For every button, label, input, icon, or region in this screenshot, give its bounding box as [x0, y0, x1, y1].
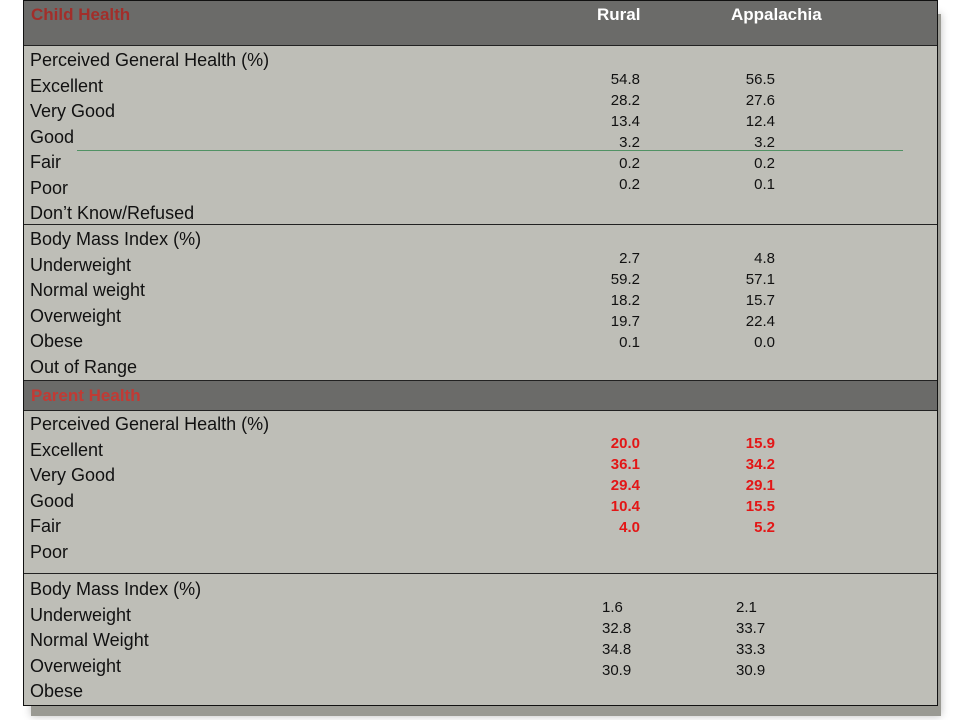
row-label: Don’t Know/Refused [30, 203, 195, 223]
row-label: Overweight [30, 305, 122, 326]
table-cell: 10.4 [610, 498, 640, 515]
table-cell: 4.0 [619, 519, 640, 536]
table-cell: 36.1 [610, 456, 640, 473]
child-bmi-labels: Body Mass Index (%) Underweight Normal w… [30, 227, 550, 380]
parent-health-title: Parent Health [31, 386, 141, 405]
row-label: Very Good [30, 465, 116, 485]
section-divider [24, 573, 937, 574]
table-cell: 34.2 [745, 456, 775, 473]
child-bmi-heading: Body Mass Index (%) [30, 229, 202, 249]
table-cell: 15.7 [745, 292, 775, 309]
parent-general-health-rural-values: 20.0 36.1 29.4 10.4 4.0 [594, 433, 640, 538]
section-divider [24, 224, 937, 225]
table-cell: 1.6 [602, 599, 623, 616]
row-label: Out of Range [30, 356, 138, 377]
row-label: Excellent [30, 75, 104, 96]
table-cell: 30.9 [602, 662, 632, 679]
table-cell: 19.7 [610, 313, 640, 330]
parent-bmi-heading: Body Mass Index (%) [30, 579, 202, 599]
table-cell: 22.4 [745, 313, 775, 330]
child-health-header: Child Health Rural Appalachia [24, 1, 937, 46]
green-horizontal-rule [77, 150, 903, 151]
child-general-health-heading: Perceived General Health (%) [30, 50, 270, 70]
table-cell: 29.4 [610, 477, 640, 494]
table-cell: 28.2 [610, 92, 640, 109]
health-comparison-table: Child Health Rural Appalachia Perceived … [23, 0, 938, 706]
appalachia-column-header: Appalachia [731, 5, 822, 24]
row-label: Good [30, 126, 75, 147]
table-cell: 12.4 [745, 113, 775, 130]
row-label: Fair [30, 152, 61, 172]
row-label: Underweight [30, 604, 132, 625]
row-label: Normal weight [30, 280, 146, 300]
table-cell: 5.2 [754, 519, 775, 536]
table-cell: 3.2 [754, 134, 775, 151]
table-cell: 32.8 [602, 620, 632, 637]
table-cell: 59.2 [610, 271, 640, 288]
child-general-health-rural-values: 54.8 28.2 13.4 3.2 0.2 0.2 [594, 69, 640, 195]
parent-bmi-rural-values: 1.6 32.8 34.8 30.9 [602, 597, 648, 681]
table-cell: 0.2 [754, 155, 775, 172]
table-cell: 27.6 [745, 92, 775, 109]
parent-health-header: Parent Health [24, 380, 937, 411]
child-bmi-appalachia-values: 4.8 57.1 15.7 22.4 0.0 [729, 248, 775, 353]
parent-bmi-appalachia-values: 2.1 33.7 33.3 30.9 [736, 597, 782, 681]
rural-column-header: Rural [597, 5, 641, 24]
table-cell: 4.8 [754, 250, 775, 267]
child-general-health-labels: Perceived General Health (%) Excellent V… [30, 48, 550, 227]
row-label: Poor [30, 177, 69, 198]
table-cell: 56.5 [745, 71, 775, 88]
table-cell: 57.1 [745, 271, 775, 288]
row-label: Good [30, 490, 75, 511]
child-bmi-rural-values: 2.7 59.2 18.2 19.7 0.1 [594, 248, 640, 353]
table-cell: 0.2 [619, 155, 640, 172]
row-label: Poor [30, 541, 69, 562]
table-cell: 29.1 [745, 477, 775, 494]
table-cell: 0.0 [754, 334, 775, 351]
table-cell: 15.9 [745, 435, 775, 452]
table-cell: 18.2 [610, 292, 640, 309]
table-cell: 13.4 [610, 113, 640, 130]
table-cell: 0.2 [619, 176, 640, 193]
parent-bmi-labels: Body Mass Index (%) Underweight Normal W… [30, 577, 550, 705]
row-label: Normal Weight [30, 630, 149, 650]
table-cell: 0.1 [754, 176, 775, 193]
table-cell: 3.2 [619, 134, 640, 151]
table-cell: 2.1 [736, 599, 757, 616]
table-cell: 34.8 [602, 641, 632, 658]
child-general-health-appalachia-values: 56.5 27.6 12.4 3.2 0.2 0.1 [729, 69, 775, 195]
row-label: Underweight [30, 254, 132, 275]
table-cell: 33.7 [736, 620, 766, 637]
row-label: Excellent [30, 439, 104, 460]
child-health-title: Child Health [31, 5, 131, 24]
row-label: Obese [30, 331, 84, 351]
table-cell: 0.1 [619, 334, 640, 351]
table-cell: 54.8 [610, 71, 640, 88]
row-label: Fair [30, 516, 61, 536]
row-label: Overweight [30, 655, 122, 676]
row-label: Very Good [30, 101, 116, 121]
table-cell: 30.9 [736, 662, 766, 679]
table-cell: 20.0 [610, 435, 640, 452]
table-cell: 15.5 [745, 498, 775, 515]
parent-general-health-labels: Perceived General Health (%) Excellent V… [30, 412, 550, 565]
table-cell: 2.7 [619, 250, 640, 267]
parent-general-health-appalachia-values: 15.9 34.2 29.1 15.5 5.2 [729, 433, 775, 538]
row-label: Obese [30, 681, 84, 701]
parent-general-health-heading: Perceived General Health (%) [30, 414, 270, 434]
table-cell: 33.3 [736, 641, 766, 658]
